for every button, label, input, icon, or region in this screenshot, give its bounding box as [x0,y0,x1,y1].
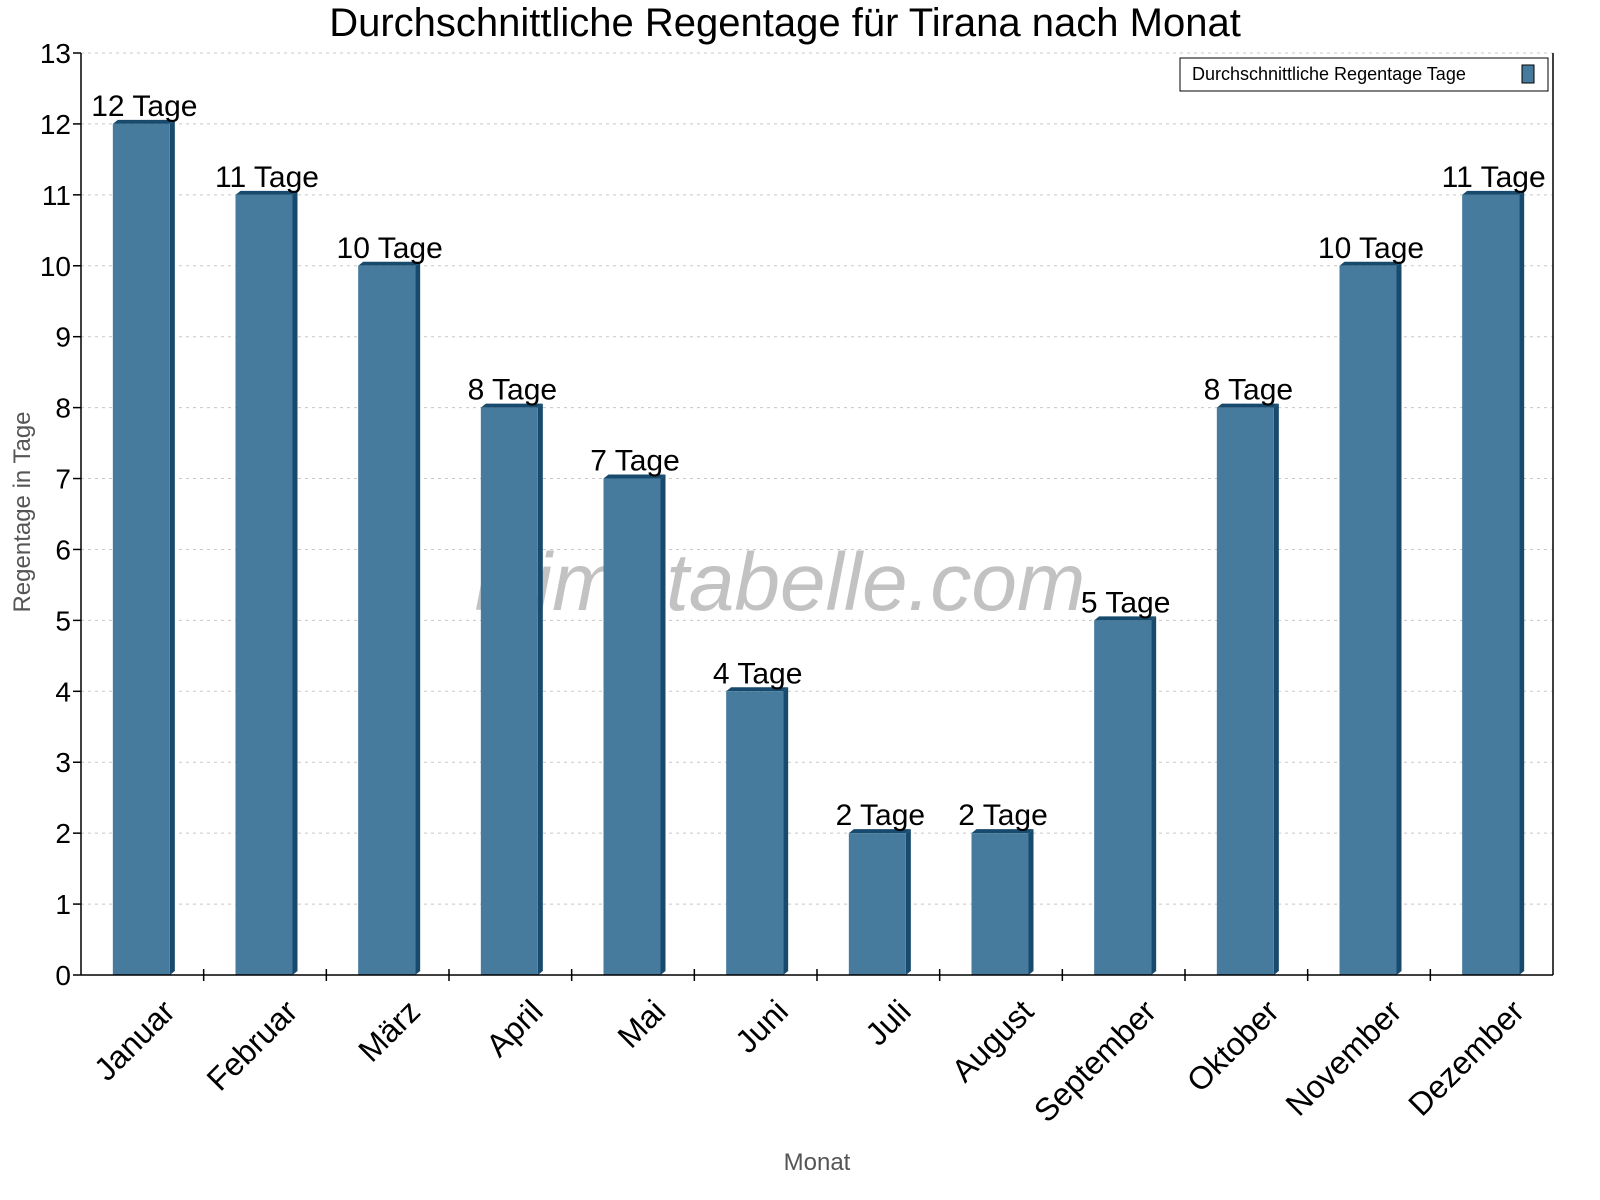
y-tick-label: 11 [42,180,71,211]
x-tick-label: Januar [87,993,182,1088]
bar-top [848,829,911,834]
legend-box [1179,57,1549,92]
y-tick-label: 3 [55,747,71,778]
bar [235,194,293,975]
data-label: 11 Tage [1442,161,1546,194]
bar-side [1151,616,1157,975]
x-tick-label: September [1027,993,1163,1129]
y-tick-label: 7 [55,464,71,495]
bar [358,265,416,975]
data-label: 8 Tage [468,374,558,407]
bar [726,691,784,975]
legend-swatch [1521,64,1535,84]
bar-top [603,474,666,479]
bars: 12 Tage 11 Tage 10 Tage 8 Tage 7 Tage 4 Tage 2… [91,90,1546,976]
data-label: 5 Tage [1081,586,1171,619]
bar [1094,620,1152,975]
y-tick-label: 9 [55,322,71,353]
bar-side [660,474,666,975]
bar-top [1094,616,1157,621]
x-tick-label: Februar [200,993,305,1098]
data-label: 10 Tage [1318,232,1424,265]
bar-side [169,119,175,975]
data-label: 12 Tage [91,90,197,123]
watermark: klimatabelle.com [475,537,1086,628]
x-tick-label: April [479,993,550,1064]
x-tick-label: Juli [858,993,917,1052]
bar-top [1339,261,1402,266]
y-tick-label: 12 [40,109,71,140]
legend: Durchschnittliche Regentage Tage [1179,57,1549,92]
x-tick-label: Juni [728,993,795,1060]
x-axis-title: Monat [784,1149,851,1176]
bar [1462,194,1520,975]
bar-side [415,261,421,975]
bar-side [292,190,298,975]
bar-top [480,403,543,408]
x-tick-label: März [351,993,427,1069]
bar [1339,265,1397,975]
y-tick-label: 6 [55,534,71,565]
bar-side [1519,190,1525,975]
bar-top [726,687,789,692]
bar [1216,407,1274,976]
x-tick-label: Mai [610,993,672,1055]
bar-top [235,190,298,195]
bar-side [905,829,911,975]
chart-title: Durchschnittliche Regentage für Tirana n… [329,1,1241,45]
bar-side [1273,403,1279,976]
data-label: 2 Tage [958,799,1048,832]
x-tick-label: November [1279,993,1409,1123]
y-tick-label: 2 [55,818,71,849]
y-tick-label: 13 [40,38,71,69]
bar [480,407,538,976]
bar-side [1028,829,1034,975]
data-label: 8 Tage [1204,374,1294,407]
bar [603,478,661,975]
y-axis-title: Regentage in Tage [9,411,36,612]
y-tick-label: 4 [55,676,71,707]
y-tick-label: 8 [55,393,71,424]
bar [971,833,1029,975]
data-label: 7 Tage [590,445,680,478]
bar-top [971,829,1034,834]
y-tick-label: 5 [55,605,71,636]
y-tick-label: 10 [40,251,71,282]
y-tick-label: 1 [55,889,71,920]
bar-top [1462,190,1525,195]
gridlines [81,52,1553,905]
bar-top [358,261,421,266]
bar-top [112,119,175,124]
bar-top [1216,403,1279,408]
y-tick-label: 0 [55,960,71,991]
x-tick-label: August [944,993,1040,1089]
bar [112,123,170,975]
x-tick-label: Dezember [1401,993,1531,1123]
data-label: 11 Tage [215,161,319,194]
data-label: 2 Tage [836,799,926,832]
bar-side [783,687,789,975]
data-label: 10 Tage [337,232,443,265]
legend-label: Durchschnittliche Regentage Tage [1192,64,1466,84]
bar-side [1396,261,1402,975]
bar [848,833,906,975]
x-tick-label: Oktober [1180,993,1286,1099]
data-label: 4 Tage [713,657,803,690]
bar-side [537,403,543,976]
